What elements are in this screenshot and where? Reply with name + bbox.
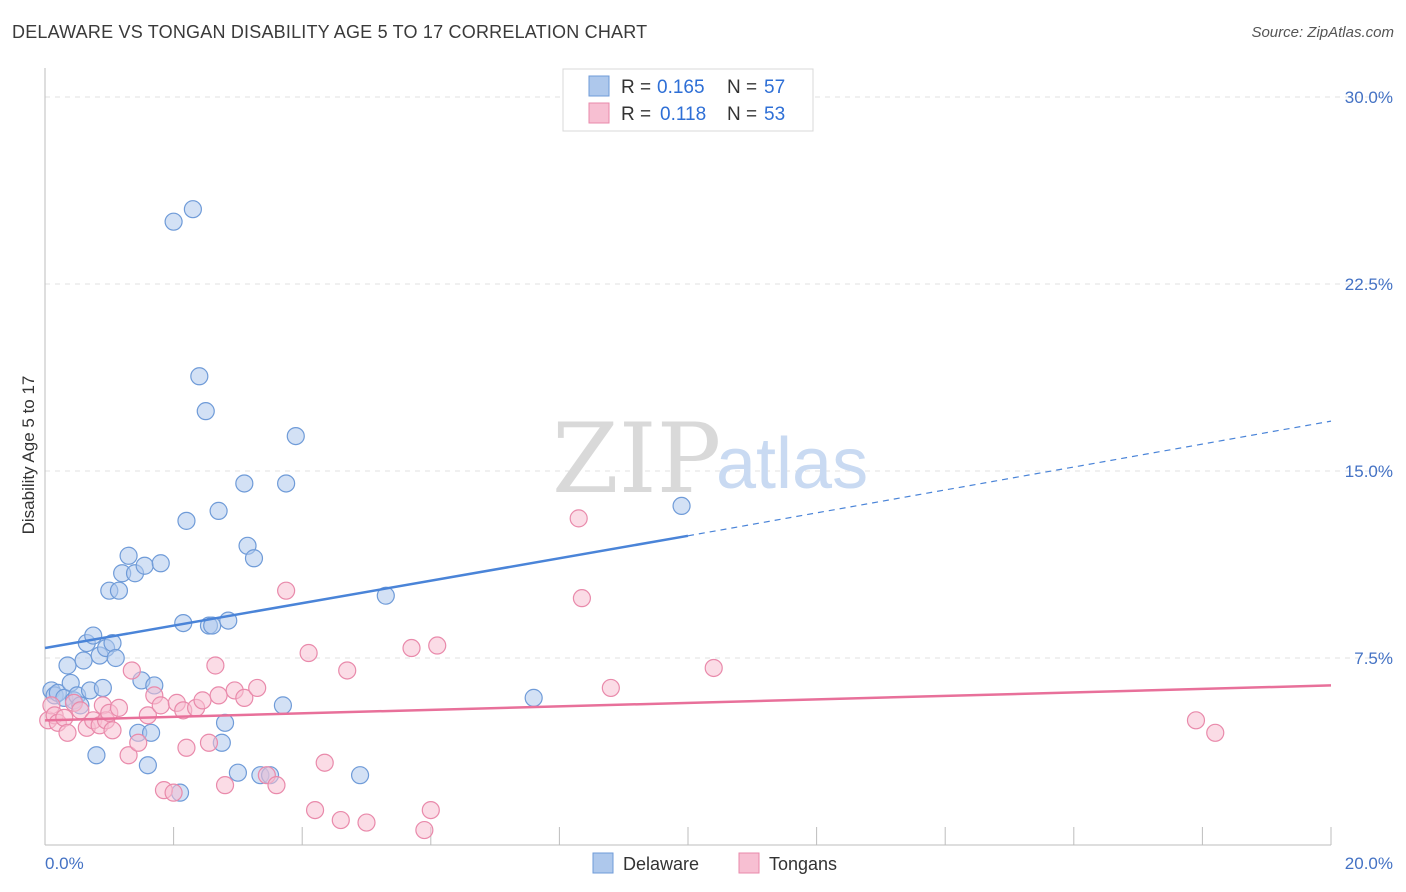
point-tongans [573, 590, 590, 607]
legend-n-value-tongans: 53 [764, 104, 785, 125]
point-tongans [1207, 724, 1224, 741]
point-delaware [120, 547, 137, 564]
grid-lines [45, 97, 1391, 658]
point-tongans [110, 699, 127, 716]
point-delaware [274, 697, 291, 714]
watermark-zip: ZIP [552, 403, 721, 515]
y-tick-label: 15.0% [1345, 462, 1393, 481]
point-delaware [139, 757, 156, 774]
point-tongans [207, 657, 224, 674]
x-tick-label: 20.0% [1345, 854, 1393, 873]
legend-n-label-tongans: N = [727, 104, 757, 125]
legend-r-value-delaware: 0.165 [657, 77, 705, 98]
legend-swatch-tongans [589, 103, 609, 123]
legend-r-label-tongans: R = [621, 104, 651, 125]
y-axis-label: Disability Age 5 to 17 [19, 376, 38, 535]
legend-bottom-label-tongans: Tongans [769, 854, 837, 874]
point-delaware [287, 428, 304, 445]
legend-n-label-delaware: N = [727, 77, 757, 98]
point-tongans [403, 640, 420, 657]
point-tongans [104, 722, 121, 739]
point-delaware [136, 557, 153, 574]
point-delaware [673, 497, 690, 514]
point-delaware [152, 555, 169, 572]
point-delaware [165, 213, 182, 230]
point-delaware [245, 550, 262, 567]
legend-bottom: Delaware Tongans [593, 853, 837, 874]
point-tongans [268, 777, 285, 794]
point-tongans [278, 582, 295, 599]
point-tongans [422, 802, 439, 819]
data-points [40, 201, 1224, 839]
point-tongans [316, 754, 333, 771]
trend-line-delaware [45, 536, 688, 648]
legend-n-value-delaware: 57 [764, 77, 785, 98]
point-tongans [602, 679, 619, 696]
point-tongans [358, 814, 375, 831]
point-tongans [59, 724, 76, 741]
point-delaware [229, 764, 246, 781]
point-tongans [217, 777, 234, 794]
point-tongans [130, 734, 147, 751]
point-tongans [178, 739, 195, 756]
point-delaware [110, 582, 127, 599]
point-delaware [75, 652, 92, 669]
point-tongans [165, 784, 182, 801]
legend-bottom-swatch-delaware [593, 853, 613, 873]
point-delaware [88, 747, 105, 764]
point-delaware [184, 201, 201, 218]
x-tick-label: 0.0% [45, 854, 84, 873]
point-delaware [217, 714, 234, 731]
point-delaware [178, 512, 195, 529]
point-tongans [152, 697, 169, 714]
point-delaware [191, 368, 208, 385]
point-tongans [300, 645, 317, 662]
point-tongans [210, 687, 227, 704]
scatter-chart: ZIP atlas 7.5%15.0%22.5%30.0% 0.0% 20.0% … [0, 0, 1406, 892]
point-tongans [200, 734, 217, 751]
point-tongans [1187, 712, 1204, 729]
point-delaware [278, 475, 295, 492]
point-tongans [249, 679, 266, 696]
y-tick-label: 22.5% [1345, 275, 1393, 294]
watermark: ZIP atlas [552, 403, 868, 515]
point-tongans [332, 812, 349, 829]
point-delaware [107, 650, 124, 667]
x-tick-labels: 0.0% 20.0% [45, 854, 1393, 873]
point-tongans [570, 510, 587, 527]
point-delaware [59, 657, 76, 674]
legend-bottom-swatch-tongans [739, 853, 759, 873]
point-tongans [194, 692, 211, 709]
point-tongans [429, 637, 446, 654]
y-tick-labels: 7.5% 15.0% 22.5% 30.0% [1345, 88, 1393, 668]
point-delaware [94, 679, 111, 696]
point-tongans [705, 659, 722, 676]
point-tongans [123, 662, 140, 679]
point-delaware [352, 767, 369, 784]
point-tongans [416, 822, 433, 839]
y-tick-label: 7.5% [1354, 649, 1393, 668]
point-tongans [56, 709, 73, 726]
point-delaware [236, 475, 253, 492]
legend-swatch-delaware [589, 76, 609, 96]
point-delaware [210, 502, 227, 519]
legend-r-value-tongans: 0.118 [660, 104, 706, 125]
point-delaware [197, 403, 214, 420]
point-tongans [307, 802, 324, 819]
y-tick-label: 30.0% [1345, 88, 1393, 107]
legend-bottom-label-delaware: Delaware [623, 854, 699, 874]
legend-top: R = 0.165 N = 57 R = 0.118 N = 53 [563, 69, 813, 131]
legend-r-label-delaware: R = [621, 77, 651, 98]
watermark-atlas: atlas [716, 424, 868, 504]
point-delaware [525, 689, 542, 706]
point-tongans [339, 662, 356, 679]
